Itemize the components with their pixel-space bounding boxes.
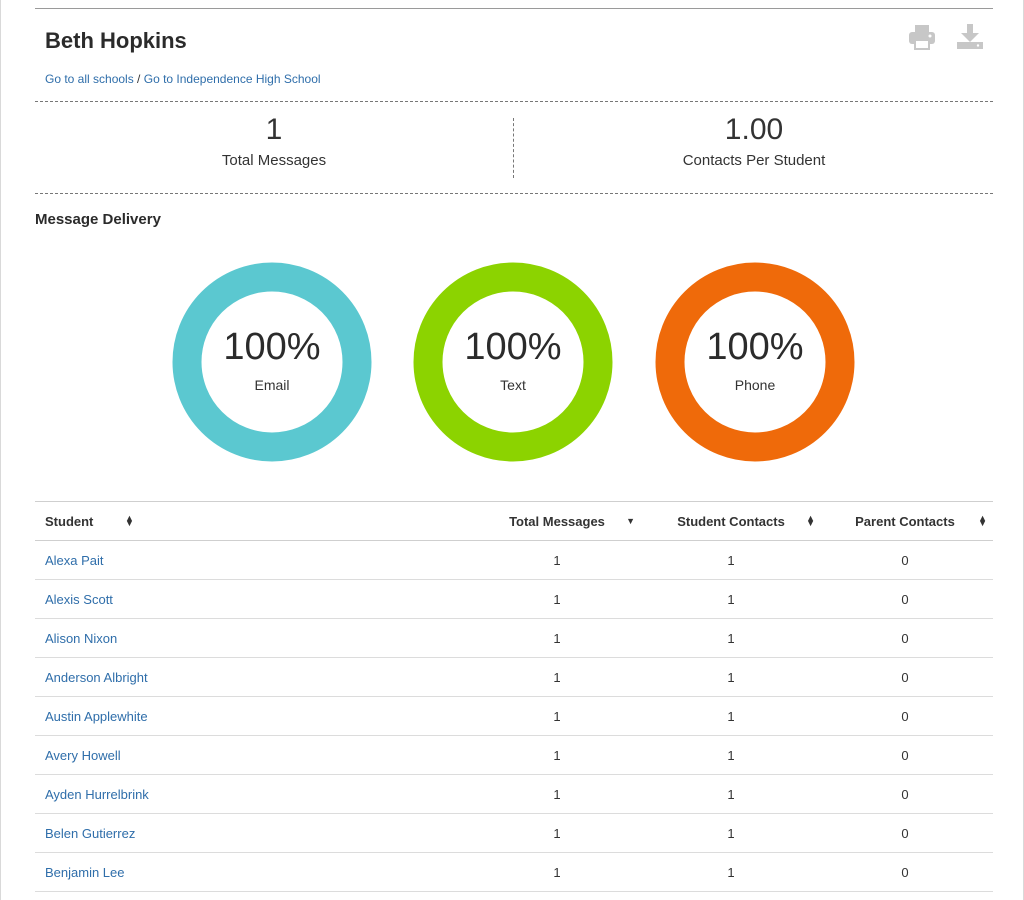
total-messages-cell: 1 xyxy=(469,579,645,619)
total-messages-cell: 1 xyxy=(469,540,645,580)
student-contacts-cell: 1 xyxy=(645,735,817,775)
download-icon[interactable] xyxy=(955,22,985,52)
table-header-row: Student ▲ ▼ Total Messages ▼ Student Cont… xyxy=(35,501,993,541)
email-label: Email xyxy=(254,377,290,393)
student-name-link[interactable]: Benjamin Lee xyxy=(35,852,469,892)
page-title: Beth Hopkins xyxy=(45,28,187,53)
total-messages-cell: 1 xyxy=(469,813,645,853)
student-contacts-cell: 1 xyxy=(645,579,817,619)
stats-summary: 1 Total Messages 1.00 Contacts Per Stude… xyxy=(35,110,993,182)
student-contacts-cell: 1 xyxy=(645,657,817,697)
phone-donut: 100% Phone xyxy=(655,262,855,462)
breadcrumb-separator: / xyxy=(133,72,144,86)
text-percentage: 100% xyxy=(464,326,562,368)
parent-contacts-cell: 0 xyxy=(817,579,993,619)
phone-label: Phone xyxy=(734,377,776,393)
column-header-total-messages[interactable]: Total Messages ▼ xyxy=(469,501,645,541)
contacts-per-student-value: 1.00 xyxy=(724,113,784,146)
table-row: Ayden Hurrelbrink 1 1 0 xyxy=(35,774,993,814)
student-name-link[interactable]: Anderson Albright xyxy=(35,657,469,697)
header-actions xyxy=(907,22,985,52)
student-contacts-cell: 1 xyxy=(645,813,817,853)
breadcrumb-all-schools-link[interactable]: Go to all schools xyxy=(45,72,134,86)
parent-contacts-cell: 0 xyxy=(817,540,993,580)
table-row: Belen Gutierrez 1 1 0 xyxy=(35,813,993,853)
column-header-student-contacts-label: Student Contacts xyxy=(677,513,785,529)
parent-contacts-cell: 0 xyxy=(817,696,993,736)
email-percentage: 100% xyxy=(223,326,321,368)
student-name-link[interactable]: Alison Nixon xyxy=(35,618,469,658)
student-contacts-cell: 1 xyxy=(645,696,817,736)
parent-contacts-cell: 0 xyxy=(817,618,993,658)
student-contacts-cell: 1 xyxy=(645,540,817,580)
column-header-parent-contacts-label: Parent Contacts xyxy=(855,513,955,529)
stats-divider xyxy=(513,118,514,178)
total-messages-stat: 1 Total Messages xyxy=(35,110,513,169)
student-name-link[interactable]: Alexis Scott xyxy=(35,579,469,619)
report-header: Beth Hopkins Go to all schools / Go to I… xyxy=(35,8,993,101)
parent-contacts-cell: 0 xyxy=(817,735,993,775)
table-row: Anderson Albright 1 1 0 xyxy=(35,657,993,697)
table-row: Alexa Pait 1 1 0 xyxy=(35,540,993,580)
student-contacts-cell: 1 xyxy=(645,618,817,658)
student-name-link[interactable]: Avery Howell xyxy=(35,735,469,775)
parent-contacts-cell: 0 xyxy=(817,852,993,892)
column-header-student-contacts[interactable]: Student Contacts ▲ ▼ xyxy=(645,501,817,541)
breadcrumb: Go to all schools / Go to Independence H… xyxy=(45,72,321,86)
text-donut: 100% Text xyxy=(413,262,613,462)
table-row: Alison Nixon 1 1 0 xyxy=(35,618,993,658)
total-messages-cell: 1 xyxy=(469,774,645,814)
table-row: Avery Howell 1 1 0 xyxy=(35,735,993,775)
phone-percentage: 100% xyxy=(706,326,804,368)
total-messages-cell: 1 xyxy=(469,618,645,658)
print-icon[interactable] xyxy=(907,22,937,52)
email-donut: 100% Email xyxy=(172,262,372,462)
breadcrumb-school-link[interactable]: Go to Independence High School xyxy=(143,72,321,86)
contacts-per-student-label: Contacts Per Student xyxy=(682,152,826,169)
student-name-link[interactable]: Austin Applewhite xyxy=(35,696,469,736)
student-name-link[interactable]: Ayden Hurrelbrink xyxy=(35,774,469,814)
parent-contacts-cell: 0 xyxy=(817,657,993,697)
stats-divider-bottom xyxy=(35,193,993,194)
column-header-student-label: Student xyxy=(45,513,94,529)
header-divider xyxy=(35,101,993,102)
email-donut-ring xyxy=(172,262,372,462)
column-header-parent-contacts[interactable]: Parent Contacts ▲ ▼ xyxy=(817,501,993,541)
total-messages-value: 1 xyxy=(265,113,283,146)
top-divider xyxy=(35,8,993,9)
student-name-link[interactable]: Alexa Pait xyxy=(35,540,469,580)
sort-both-icon[interactable]: ▲ ▼ xyxy=(125,513,134,528)
total-messages-cell: 1 xyxy=(469,735,645,775)
student-name-link[interactable]: Belen Gutierrez xyxy=(35,813,469,853)
contacts-per-student-stat: 1.00 Contacts Per Student xyxy=(515,110,993,169)
student-contacts-cell: 1 xyxy=(645,852,817,892)
students-table: Student ▲ ▼ Total Messages ▼ Student Cont… xyxy=(35,501,993,892)
student-contacts-cell: 1 xyxy=(645,774,817,814)
total-messages-cell: 1 xyxy=(469,696,645,736)
table-row: Austin Applewhite 1 1 0 xyxy=(35,696,993,736)
parent-contacts-cell: 0 xyxy=(817,774,993,814)
phone-donut-ring xyxy=(655,262,855,462)
total-messages-label: Total Messages xyxy=(221,152,327,169)
parent-contacts-cell: 0 xyxy=(817,813,993,853)
sort-both-icon[interactable]: ▲ ▼ xyxy=(978,513,987,528)
text-label: Text xyxy=(500,377,526,393)
text-donut-ring xyxy=(413,262,613,462)
table-row: Alexis Scott 1 1 0 xyxy=(35,579,993,619)
total-messages-cell: 1 xyxy=(469,657,645,697)
sort-both-icon[interactable]: ▲ ▼ xyxy=(806,513,815,528)
message-delivery-title: Message Delivery xyxy=(35,211,161,228)
column-header-total-messages-label: Total Messages xyxy=(509,513,605,529)
table-row: Benjamin Lee 1 1 0 xyxy=(35,852,993,892)
total-messages-cell: 1 xyxy=(469,852,645,892)
column-header-student[interactable]: Student ▲ ▼ xyxy=(35,501,469,541)
sort-desc-icon[interactable]: ▼ xyxy=(626,516,635,526)
